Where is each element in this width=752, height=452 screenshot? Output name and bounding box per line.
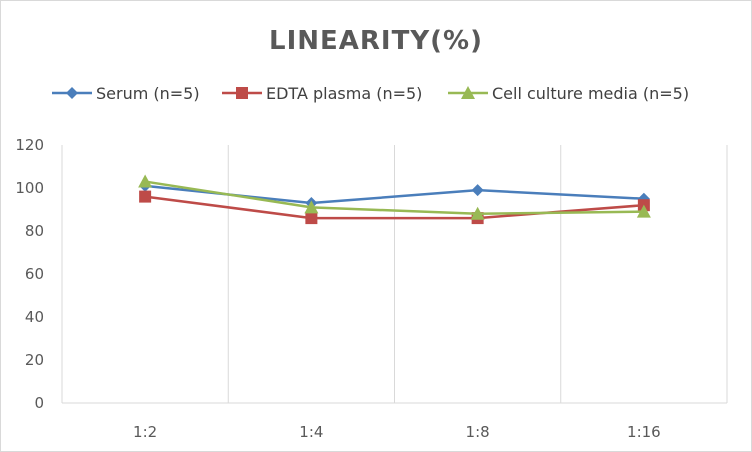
legend: Serum (n=5) EDTA plasma (n=5) Cell culture…: [52, 84, 689, 103]
y-tick-label: 80: [25, 222, 44, 240]
x-tick-label: 1:4: [299, 423, 323, 441]
legend-label: EDTA plasma (n=5): [266, 84, 422, 103]
legend-marker: [461, 86, 475, 99]
y-tick-label: 40: [25, 308, 44, 326]
y-tick-label: 0: [34, 394, 44, 412]
data-point: [139, 190, 152, 203]
chart-title: LINEARITY(%): [269, 26, 483, 56]
legend-label: Cell culture media (n=5): [492, 84, 689, 103]
x-tick-label: 1:8: [466, 423, 490, 441]
series-line: [144, 180, 644, 216]
y-tick-label: 100: [15, 179, 44, 197]
data-point: [470, 206, 485, 220]
data-point: [304, 200, 319, 214]
y-tick-label: 60: [25, 265, 44, 283]
y-axis-ticks: 0 20 40 60 80 100 120: [15, 136, 44, 412]
data-point: [471, 184, 484, 197]
y-tick-label: 120: [15, 136, 44, 154]
legend-marker: [66, 87, 78, 99]
data-point: [138, 174, 153, 188]
legend-item: Serum (n=5): [52, 84, 200, 103]
x-tick-label: 1:16: [627, 423, 661, 441]
x-tick-label: 1:2: [133, 423, 157, 441]
x-axis-ticks: 1:2 1:4 1:8 1:16: [133, 423, 661, 441]
legend-item: Cell culture media (n=5): [448, 84, 689, 103]
y-tick-label: 20: [25, 351, 44, 369]
legend-label: Serum (n=5): [96, 84, 200, 103]
series-3: [138, 174, 651, 220]
series-group: [138, 174, 651, 225]
data-point: [636, 204, 651, 218]
legend-item: EDTA plasma (n=5): [222, 84, 422, 103]
data-point: [305, 212, 318, 225]
legend-marker: [236, 87, 248, 99]
grid-lines: [61, 145, 728, 404]
